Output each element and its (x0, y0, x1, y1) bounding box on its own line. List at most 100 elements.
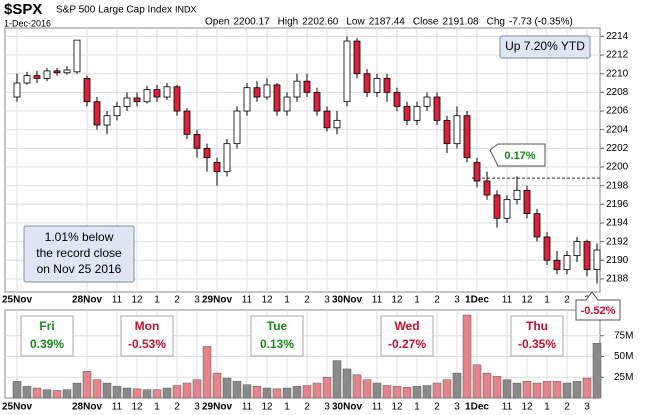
candle-body (213, 161, 221, 173)
x-tick-label: 1 (284, 402, 290, 413)
x-tick-label: 2 (564, 295, 570, 306)
volume-bar (402, 386, 412, 399)
x-tick-label: 2 (174, 402, 180, 413)
index-name: S&P 500 Large Cap Index (56, 5, 172, 16)
candle-body (113, 105, 121, 117)
candle-body (433, 96, 441, 121)
header-label: Chg (487, 17, 505, 28)
candle-body (453, 115, 461, 145)
x-tick-label: 30Nov (332, 402, 362, 413)
volume-bar (92, 379, 102, 399)
x-tick-label: 3 (454, 295, 460, 306)
volume-bar (222, 377, 232, 399)
volume-bar (442, 379, 452, 399)
x-tick-label: 3 (194, 402, 200, 413)
day-box (250, 315, 304, 357)
record-text: the record close (36, 246, 122, 260)
volume-bar (542, 381, 552, 399)
volume-bar (532, 382, 542, 399)
volume-bar (122, 387, 132, 399)
volume-bar (572, 381, 582, 399)
header-label: Low (346, 17, 365, 28)
exchange: INDX (175, 4, 197, 14)
volume-bar (22, 386, 32, 399)
x-tick-label: 11 (372, 295, 383, 306)
header-value: 2191.08 (442, 17, 479, 28)
x-tick-label: 12 (391, 402, 403, 413)
candle-body (333, 119, 341, 129)
volume-bar (412, 386, 422, 399)
candle-body (203, 147, 211, 159)
candle-body (273, 84, 281, 112)
x-tick-label: 1Dec (465, 295, 489, 306)
volume-bar (392, 386, 402, 399)
candle-body (443, 119, 451, 145)
header-label: Close (413, 17, 439, 28)
x-tick-label: 25Nov (2, 295, 32, 306)
volume-bar (362, 379, 372, 399)
candle-body (103, 115, 111, 126)
candle-body (593, 249, 601, 271)
candle-body (183, 110, 191, 135)
record-text: 1.01% below (45, 230, 114, 244)
y-tick-label: 2214 (606, 31, 629, 42)
volume-bar (522, 381, 532, 399)
x-tick-label: 3 (194, 295, 200, 306)
x-tick-label: 11 (242, 402, 253, 413)
price-frame (4, 27, 601, 293)
x-tick-label: 3 (454, 402, 460, 413)
candle-body (553, 259, 561, 271)
marks (12, 36, 602, 399)
candle-body (563, 255, 571, 271)
header-value: 2202.60 (302, 17, 339, 28)
day-change: -0.35% (518, 337, 556, 351)
ytd-box (499, 35, 591, 59)
candle-body (33, 75, 41, 79)
day-name: Mon (135, 319, 160, 333)
volume-bar (12, 381, 22, 399)
candle-body (533, 213, 541, 238)
x-tick-label: 12 (521, 295, 533, 306)
candle-body (123, 97, 131, 107)
header-label: High (278, 17, 299, 28)
y-tick-label: 2206 (606, 106, 629, 117)
volume-bar (142, 389, 152, 399)
x-tick-label: 11 (502, 402, 513, 413)
x-tick-label: 28Nov (72, 402, 102, 413)
volume-bar (372, 382, 382, 399)
x-tick-label: 12 (521, 402, 533, 413)
candle-body (583, 241, 591, 271)
candle-body (233, 110, 241, 145)
y-tick-label: 2212 (606, 50, 629, 61)
candle-body (293, 80, 301, 98)
x-tick-label: 2 (304, 295, 310, 306)
volume-bar (72, 382, 82, 399)
volume-tick-label: 25M (614, 372, 633, 383)
volume-bar (42, 389, 52, 399)
candle-body (93, 101, 101, 126)
x-tick-label: 11 (112, 402, 123, 413)
candle-body (403, 105, 411, 121)
day-name: Thu (526, 319, 548, 333)
candle-body (193, 133, 201, 149)
callout-down-text: -0.52% (581, 305, 616, 317)
volume-bar (552, 381, 562, 399)
candle-body (303, 80, 311, 93)
y-tick-label: 2192 (606, 236, 629, 247)
header-value: 2187.44 (369, 17, 406, 28)
x-tick-label: 1Dec (465, 402, 489, 413)
candle-body (43, 70, 51, 79)
day-name: Tue (267, 319, 288, 333)
volume-tick-label: 50M (614, 351, 633, 362)
volume-bar (52, 390, 62, 399)
x-tick-label: 30Nov (332, 295, 362, 306)
day-name: Wed (394, 319, 419, 333)
volume-bar (422, 385, 432, 399)
volume-tick-label: 75M (614, 330, 633, 341)
volume-bar (182, 382, 192, 399)
x-tick-label: 3 (324, 402, 330, 413)
callout-down-box (575, 291, 621, 321)
x-tick-label: 11 (502, 295, 513, 306)
x-tick-label: 29Nov (202, 402, 232, 413)
volume-bar (212, 372, 222, 399)
